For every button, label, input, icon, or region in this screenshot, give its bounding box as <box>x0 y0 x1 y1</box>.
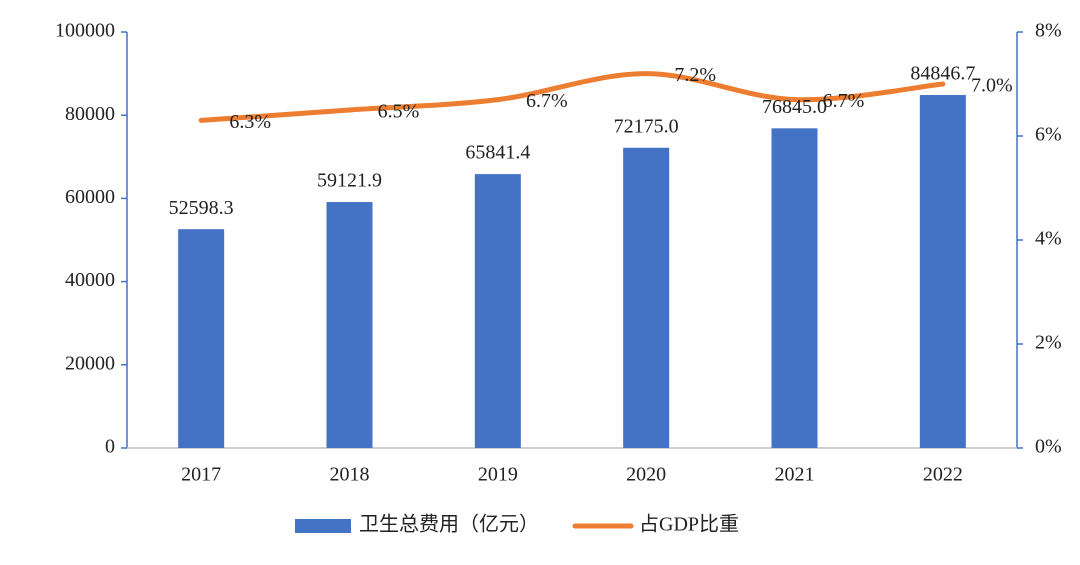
y-tick-label: 0 <box>105 436 115 458</box>
y2-tick-label: 0% <box>1035 436 1062 458</box>
y-tick-label: 40000 <box>65 269 115 291</box>
x-tick-label: 2020 <box>626 464 666 486</box>
x-tick-label: 2017 <box>181 464 221 486</box>
y2-tick-label: 6% <box>1035 124 1062 146</box>
y-tick-label: 20000 <box>65 352 115 374</box>
line-value-label: 6.5% <box>378 101 420 123</box>
bar-value-label: 59121.9 <box>317 170 382 192</box>
line-value-label: 6.7% <box>823 90 865 112</box>
bar-value-label: 72175.0 <box>614 115 679 137</box>
x-tick-label: 2021 <box>775 464 815 486</box>
bar <box>623 147 670 448</box>
legend-label: 卫生总费用（亿元） <box>359 513 539 536</box>
y-tick-label: 100000 <box>55 20 115 42</box>
y-tick-label: 60000 <box>65 186 115 208</box>
y2-tick-label: 2% <box>1035 332 1062 354</box>
legend-label: 占GDP比重 <box>639 513 739 536</box>
line-value-label: 6.7% <box>526 90 568 112</box>
x-tick-label: 2019 <box>478 464 518 486</box>
x-tick-label: 2022 <box>923 464 963 486</box>
line-value-label: 6.3% <box>229 111 271 133</box>
line-value-label: 7.2% <box>674 64 716 86</box>
bar <box>178 229 225 448</box>
bar <box>474 174 521 448</box>
x-tick-label: 2018 <box>330 464 370 486</box>
y-tick-label: 80000 <box>65 103 115 125</box>
bar-value-label: 65841.4 <box>465 142 530 164</box>
bar <box>771 128 818 448</box>
bar-value-label: 84846.7 <box>910 63 975 85</box>
bar-value-label: 52598.3 <box>169 197 234 219</box>
bar-value-label: 76845.0 <box>762 96 827 118</box>
bar <box>326 202 373 448</box>
y2-tick-label: 4% <box>1035 228 1062 250</box>
bar <box>919 95 966 449</box>
line-value-label: 7.0% <box>971 75 1013 97</box>
y2-tick-label: 8% <box>1035 20 1062 42</box>
line <box>198 71 946 123</box>
legend-swatch <box>295 519 351 533</box>
